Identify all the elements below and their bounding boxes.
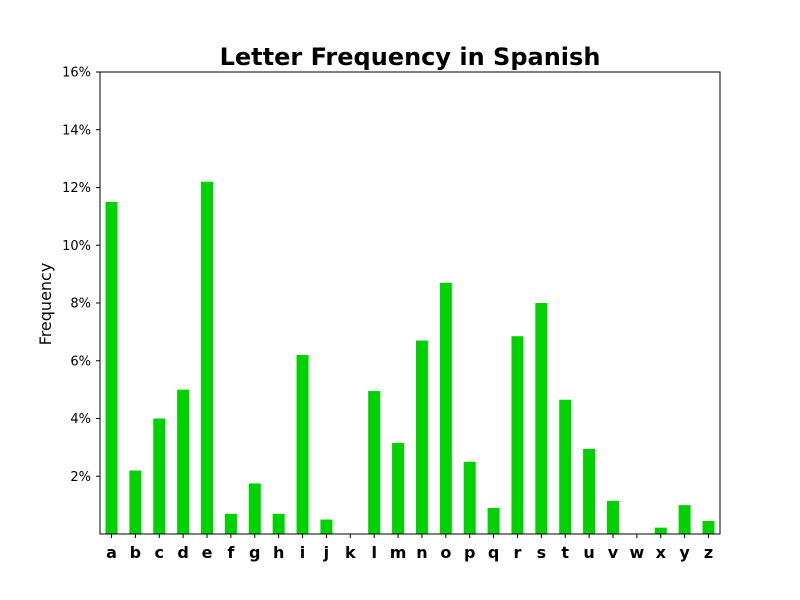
y-tick-label: 8% — [70, 297, 91, 312]
x-tick-label-f: f — [227, 543, 235, 562]
x-tick-label-o: o — [440, 543, 451, 562]
x-tick-label-i: i — [300, 543, 305, 562]
x-tick-label-g: g — [249, 543, 260, 562]
bar-l — [368, 391, 381, 534]
bar-t — [559, 399, 572, 534]
y-tick-label: 14% — [62, 123, 91, 138]
x-tick-label-q: q — [488, 543, 499, 562]
y-tick-label: 6% — [70, 354, 91, 369]
y-axis-label: Frequency — [36, 263, 55, 346]
y-ticks-group: 2% 4% 6% 8% 10% 12% 14% 16% — [62, 66, 100, 485]
bar-n — [415, 340, 428, 534]
bar-j — [320, 519, 333, 534]
x-tick-label-j: j — [323, 543, 329, 562]
bar-b — [129, 470, 142, 534]
x-tick-label-b: b — [130, 543, 141, 562]
bar-i — [296, 354, 309, 534]
bar-f — [224, 513, 237, 534]
x-tick-label-m: m — [390, 543, 407, 562]
x-tick-label-l: l — [371, 543, 376, 562]
axes-group — [99, 71, 721, 535]
bar-y — [678, 505, 691, 535]
y-tick-label: 16% — [62, 66, 91, 81]
bar-u — [583, 448, 596, 534]
x-tick-label-w: w — [629, 543, 644, 562]
x-tick-label-s: s — [537, 543, 547, 562]
y-tick-label: 4% — [70, 412, 91, 427]
x-tick-label-e: e — [202, 543, 213, 562]
bar-c — [153, 418, 166, 534]
plot-frame — [99, 71, 721, 535]
bar-e — [201, 181, 214, 535]
x-tick-label-c: c — [155, 543, 164, 562]
x-tick-label-h: h — [273, 543, 284, 562]
chart-title: Letter Frequency in Spanish — [220, 43, 601, 71]
bars-group — [105, 181, 715, 535]
bar-p — [463, 461, 476, 534]
x-tick-label-a: a — [106, 543, 117, 562]
x-tick-label-u: u — [583, 543, 594, 562]
bar-g — [248, 483, 261, 534]
bar-h — [272, 513, 285, 534]
x-tick-label-v: v — [608, 543, 619, 562]
x-tick-label-y: y — [679, 543, 690, 562]
bar-z — [702, 521, 715, 534]
bar-o — [439, 282, 452, 534]
x-tick-label-t: t — [561, 543, 569, 562]
bar-x — [654, 527, 667, 534]
y-tick-label: 10% — [62, 239, 91, 254]
x-tick-label-d: d — [177, 543, 188, 562]
bar-s — [535, 303, 548, 534]
bar-v — [606, 500, 619, 534]
y-tick-label: 12% — [62, 181, 91, 196]
x-tick-label-x: x — [656, 543, 667, 562]
bar-m — [392, 443, 405, 534]
x-tick-label-k: k — [345, 543, 356, 562]
x-tick-label-r: r — [514, 543, 522, 562]
bar-d — [177, 389, 190, 535]
bar-q — [487, 508, 500, 534]
y-tick-label: 2% — [70, 470, 91, 485]
x-tick-label-p: p — [464, 543, 475, 562]
bar-r — [511, 336, 524, 534]
bar-a — [105, 201, 118, 534]
x-tick-label-z: z — [704, 543, 713, 562]
x-tick-label-n: n — [416, 543, 427, 562]
